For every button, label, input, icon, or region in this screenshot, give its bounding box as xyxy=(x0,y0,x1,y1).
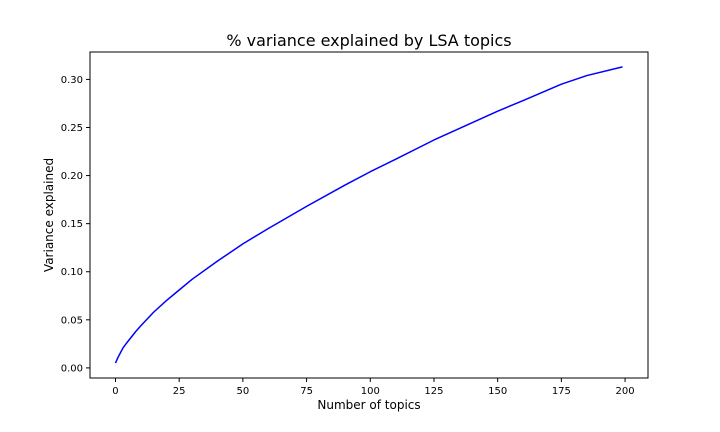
y-tick-label: 0.20 xyxy=(61,171,83,182)
x-tick-label: 100 xyxy=(361,386,380,397)
y-axis-label: Variance explained xyxy=(42,158,56,272)
series-layer xyxy=(114,66,623,364)
x-tick-label: 50 xyxy=(237,386,250,397)
y-tick-label: 0.25 xyxy=(61,123,83,134)
x-axis: 0 25 50 75 100 125 150 175 200 xyxy=(112,378,635,397)
x-tick-label: 25 xyxy=(173,386,186,397)
x-tick-label: 150 xyxy=(488,386,507,397)
y-tick-label: 0.10 xyxy=(61,267,83,278)
y-axis: 0.00 0.05 0.10 0.15 0.20 0.25 0.30 xyxy=(61,75,90,374)
y-tick-label: 0.15 xyxy=(61,219,83,230)
x-tick-label: 125 xyxy=(424,386,443,397)
x-tick-label: 175 xyxy=(552,386,571,397)
plot-frame xyxy=(89,51,649,379)
x-tick-label: 75 xyxy=(300,386,313,397)
x-axis-label: Number of topics xyxy=(317,398,420,412)
x-tick-label: 200 xyxy=(616,386,635,397)
y-tick-label: 0.05 xyxy=(61,315,83,326)
y-tick-label: 0.30 xyxy=(61,75,83,86)
series-line xyxy=(114,66,623,364)
x-tick-label: 0 xyxy=(112,386,118,397)
y-tick-label: 0.00 xyxy=(61,363,83,374)
chart-title: % variance explained by LSA topics xyxy=(226,31,511,50)
